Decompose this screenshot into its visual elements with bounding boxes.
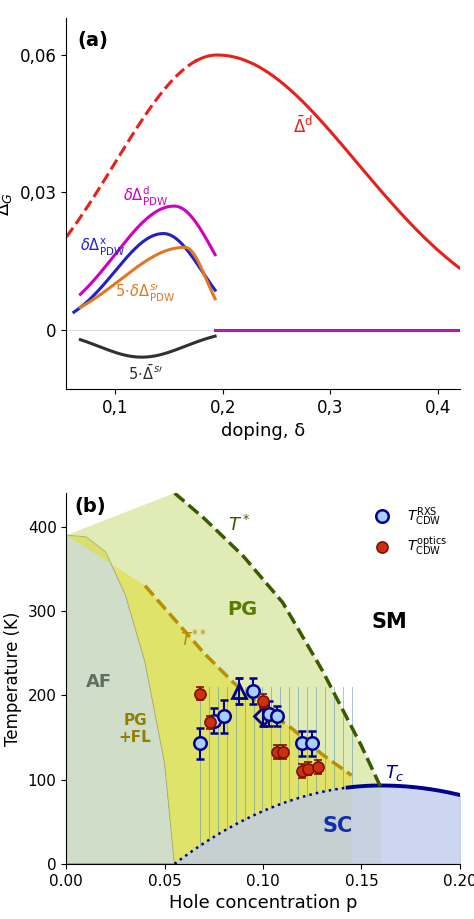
Text: SC: SC [322, 816, 352, 836]
Y-axis label: Temperature (K): Temperature (K) [4, 611, 22, 745]
Text: PG: PG [228, 600, 258, 619]
Polygon shape [66, 535, 352, 864]
Text: $\bar{\Delta}^{\rm d}$: $\bar{\Delta}^{\rm d}$ [293, 116, 313, 137]
Polygon shape [66, 493, 381, 864]
X-axis label: doping, δ: doping, δ [221, 423, 305, 440]
Text: $\delta\Delta^{\rm d}_{\rm PDW}$: $\delta\Delta^{\rm d}_{\rm PDW}$ [124, 185, 168, 208]
Text: $5\!\cdot\!\bar{\Delta}^{s\prime}$: $5\!\cdot\!\bar{\Delta}^{s\prime}$ [128, 364, 163, 383]
Text: (a): (a) [77, 31, 108, 50]
Text: AF: AF [86, 673, 112, 691]
Text: (b): (b) [74, 496, 106, 516]
Text: PG
+FL: PG +FL [119, 713, 152, 745]
Y-axis label: $\Delta_G$: $\Delta_G$ [0, 192, 14, 216]
Text: $T_c$: $T_c$ [385, 763, 405, 783]
Text: $\delta\Delta^{\rm x}_{\rm PDW}$: $\delta\Delta^{\rm x}_{\rm PDW}$ [81, 237, 125, 258]
Text: $5\!\cdot\!\delta\Delta^{s\prime}_{\rm PDW}$: $5\!\cdot\!\delta\Delta^{s\prime}_{\rm P… [115, 283, 175, 304]
Legend: $T_{\rm CDW}^{\rm RXS}$, $T_{\rm CDW}^{\rm optics}$: $T_{\rm CDW}^{\rm RXS}$, $T_{\rm CDW}^{\… [363, 500, 453, 563]
Text: $T^*$: $T^*$ [228, 515, 250, 535]
X-axis label: Hole concentration p: Hole concentration p [169, 894, 357, 913]
Text: $T^{**}$: $T^{**}$ [181, 630, 208, 651]
Polygon shape [66, 535, 174, 864]
Text: SM: SM [371, 612, 407, 632]
